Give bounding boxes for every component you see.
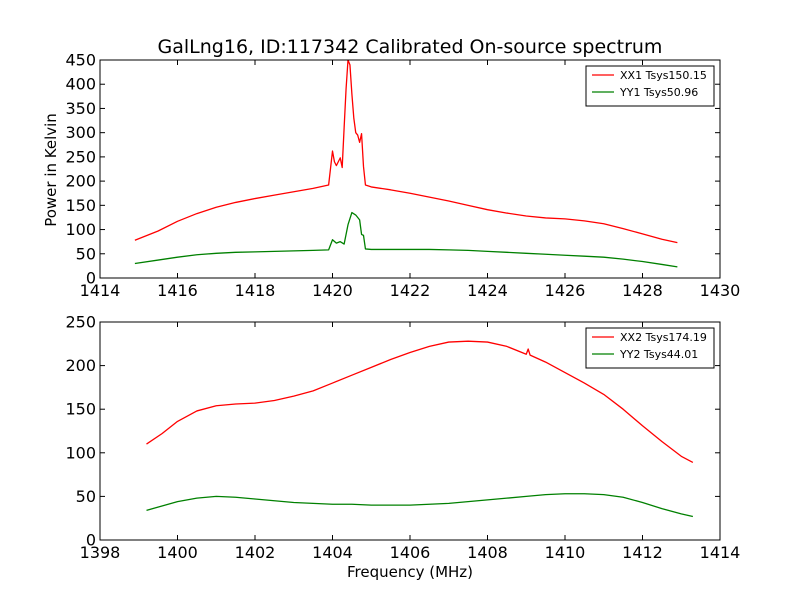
series-line-xx1-tsys150-15 [134, 60, 678, 244]
x-axis-label: Frequency (MHz) [347, 563, 473, 581]
chart-title: GalLng16, ID:117342 Calibrated On-source… [158, 36, 663, 58]
x-tick-label: 1414 [700, 543, 741, 562]
legend: XX2 Tsys174.19 YY2 Tsys44.01 [585, 327, 715, 369]
x-tick-label: 1406 [390, 543, 431, 562]
x-tick-label: 1416 [157, 281, 198, 300]
x-tick-label: 1422 [390, 281, 431, 300]
series-line-yy1-tsys50-96 [134, 211, 678, 268]
y-tick-label: 350 [65, 99, 96, 118]
y-tick-label: 100 [65, 443, 96, 462]
y-tick-label: 200 [65, 172, 96, 191]
top-plot: 1414 1416 1418 1420 1422 1424 1426 1428 1430 0 50 1… [65, 51, 740, 301]
x-tick-label: 1428 [622, 281, 663, 300]
x-tick-label: 1412 [622, 543, 663, 562]
x-tick-label: 1418 [235, 281, 276, 300]
y-tick-label: 100 [65, 220, 96, 239]
y-tick-label: 300 [65, 123, 96, 142]
y-tick-label: 50 [76, 487, 96, 506]
x-tick-label: 1410 [545, 543, 586, 562]
legend: XX1 Tsys150.15 YY1 Tsys50.96 [585, 65, 715, 107]
series-line-yy2-tsys44-01 [146, 493, 694, 518]
x-tick-label: 1430 [700, 281, 741, 300]
y-tick-label: 50 [76, 244, 96, 263]
x-tick-label: 1424 [467, 281, 508, 300]
series-line-xx2-tsys174-19 [146, 340, 694, 463]
y-tick-label: 200 [65, 356, 96, 375]
x-tick-label: 1404 [312, 543, 353, 562]
legend-entry: XX1 Tsys150.15 [620, 69, 707, 82]
x-tick-label: 1426 [545, 281, 586, 300]
legend-entry: XX2 Tsys174.19 [620, 331, 707, 344]
x-tick-label: 1420 [312, 281, 353, 300]
y-tick-label: 400 [65, 75, 96, 94]
x-tick-label: 1402 [235, 543, 276, 562]
y-tick-label: 0 [86, 531, 96, 550]
x-tick-label: 1414 [80, 281, 121, 300]
y-tick-label: 150 [65, 196, 96, 215]
y-axis-label: Power in Kelvin [42, 113, 60, 227]
bottom-plot: 1398 1400 1402 1404 1406 1408 1410 1412 1414 0 50 1… [65, 313, 740, 563]
y-tick-label: 150 [65, 400, 96, 419]
x-tick-label: 1398 [80, 543, 121, 562]
x-tick-label: 1400 [157, 543, 198, 562]
y-tick-label: 0 [86, 269, 96, 288]
legend-entry: YY2 Tsys44.01 [619, 348, 698, 361]
legend-entry: YY1 Tsys50.96 [619, 86, 698, 99]
y-tick-label: 250 [65, 147, 96, 166]
y-tick-label: 250 [65, 313, 96, 332]
y-tick-label: 450 [65, 51, 96, 70]
x-tick-label: 1408 [467, 543, 508, 562]
